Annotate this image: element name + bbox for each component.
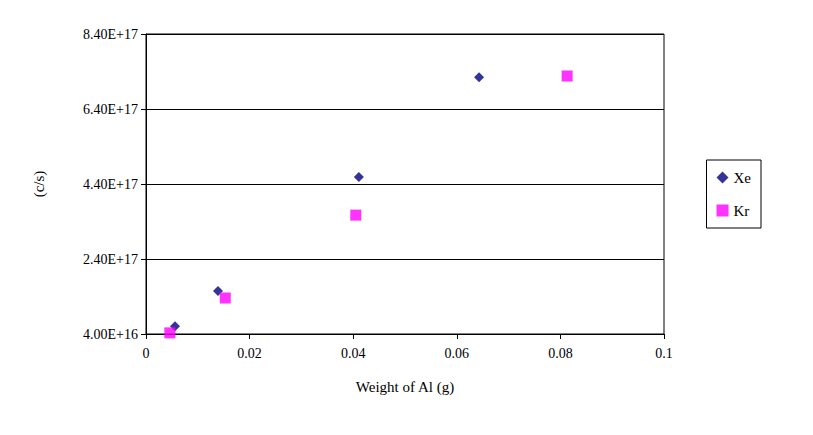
svg-text:2.40E+17: 2.40E+17 (83, 252, 138, 267)
svg-text:8.40E+17: 8.40E+17 (83, 27, 138, 42)
svg-text:(c/s): (c/s) (31, 171, 48, 198)
svg-text:6.40E+17: 6.40E+17 (83, 102, 138, 117)
svg-text:4.00E+16: 4.00E+16 (83, 327, 138, 342)
svg-text:0.04: 0.04 (341, 346, 366, 361)
svg-text:0.1: 0.1 (655, 346, 673, 361)
svg-text:0.08: 0.08 (548, 346, 573, 361)
svg-text:4.40E+17: 4.40E+17 (83, 177, 138, 192)
svg-text:Weight of Al (g): Weight of Al (g) (356, 379, 454, 396)
svg-text:0: 0 (143, 346, 150, 361)
svg-text:Xe: Xe (734, 170, 752, 186)
svg-text:0.06: 0.06 (445, 346, 470, 361)
svg-text:Kr: Kr (734, 203, 750, 219)
svg-text:0.02: 0.02 (237, 346, 262, 361)
